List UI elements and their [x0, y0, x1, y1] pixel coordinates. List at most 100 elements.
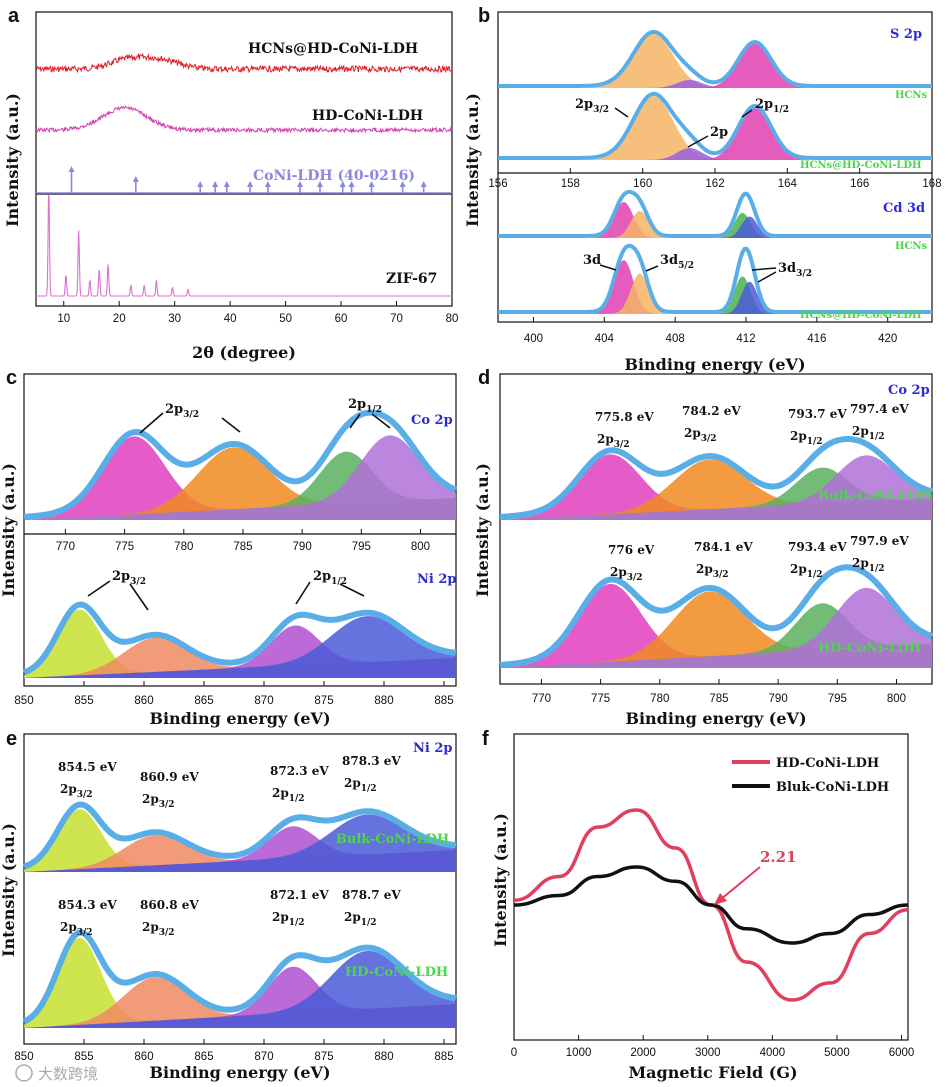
label-co-2p32: 2p3/2	[165, 402, 199, 420]
panel-a-x-ticks: 10 20 30 40 50 60 70 80	[57, 301, 458, 325]
s2p-hcns-envelope	[498, 29, 932, 88]
label-co-2p12-main: 2p	[348, 397, 366, 412]
s2p32-arrow	[614, 107, 629, 118]
e-bulk-peak-label-sub: 1/2	[289, 794, 305, 804]
e-bulk-peak-label-sub: 1/2	[361, 784, 377, 794]
panel-d-letter: d	[478, 367, 490, 389]
panel-d-frame	[499, 373, 933, 685]
ref-peak-arrowhead	[316, 181, 323, 187]
trace-label-hcns-hd-coni-ldh: HCNs@HD-CoNi-LDH	[248, 41, 418, 57]
ni2p-arrow-1	[129, 583, 149, 611]
s2p-hcns-component-0	[498, 34, 932, 88]
d-hd-peak-label: 2p1/2	[852, 556, 885, 574]
label-cd-3d: 3d	[583, 253, 601, 268]
legend-label-hd: HD-CoNi-LDH	[776, 756, 879, 771]
d-x-tick-label: 780	[650, 693, 669, 705]
label-ni-2p12: 2p1/2	[313, 569, 347, 587]
panel-a-traces	[35, 52, 453, 297]
label-cd-3d32: 3d3/2	[778, 261, 812, 279]
e-hd-peak-label: 2p1/2	[272, 910, 305, 928]
label-co-2p12: 2p1/2	[348, 397, 382, 415]
ref-peak-arrowhead	[212, 181, 219, 187]
b-top-x-tick-label: 156	[488, 178, 507, 190]
e-bulk-peak-label-main: 2p	[60, 782, 77, 796]
co2p-arrow-3	[371, 413, 391, 429]
panel-b-element-s2p: S 2p	[890, 27, 922, 42]
s2p-arrow	[687, 135, 709, 148]
label-s-2p12-sub: 1/2	[773, 105, 789, 115]
c-bot-x-tick-label: 855	[74, 695, 93, 707]
e-x-tick-label: 865	[194, 1051, 213, 1063]
ref-peak-arrowhead	[399, 181, 406, 187]
panel-d-ylabel: Intensity (a.u.)	[473, 463, 492, 597]
e-hd-component-3	[24, 950, 456, 1028]
label-ni-2p32-main: 2p	[112, 569, 130, 584]
label-s-2p12: 2p1/2	[755, 97, 789, 115]
panel-c-ni2p-spectrum	[22, 580, 457, 678]
panel-b-sample-hcns-hd-bottom: HCNs@HD-CoNi-LDH	[800, 310, 922, 321]
panel-b-cd3d-spectra	[498, 189, 932, 314]
ref-peak-arrowhead	[68, 166, 75, 172]
a-x-tick-label: 40	[224, 313, 237, 325]
d-hd-peak-label: 2p3/2	[696, 562, 729, 580]
panel-c-ylabel: Intensity (a.u.)	[0, 463, 18, 597]
trace-label-hd-coni-ldh: HD-CoNi-LDH	[312, 108, 423, 124]
d-bulk-peak-label-sub: 1/2	[869, 432, 885, 442]
d-hd-peak-label-sub: 3/2	[627, 573, 643, 583]
e-hd-peak-ev: 854.3 eV	[58, 898, 117, 912]
c-top-x-tick-label: 800	[411, 541, 430, 553]
f-annotation-arrow	[719, 866, 761, 901]
d-hd-component-1	[500, 591, 932, 668]
e-hd-peak-label-main: 2p	[60, 920, 77, 934]
e-hd-envelope	[22, 929, 457, 1025]
c-bot-x-tick-label: 850	[14, 695, 33, 707]
d-hd-component-3	[500, 587, 932, 668]
e-x-tick-label: 855	[74, 1051, 93, 1063]
e-bulk-peak-label: 2p1/2	[344, 776, 377, 794]
d-bulk-peak-label: 2p3/2	[684, 426, 717, 444]
e-bulk-peak-ev: 878.3 eV	[342, 754, 401, 768]
e-bulk-peak-label-main: 2p	[344, 776, 361, 790]
cd3d-hcns-hd-component-0	[498, 260, 932, 314]
d-bulk-peak-ev: 784.2 eV	[682, 404, 741, 418]
a-x-tick-label: 10	[57, 313, 70, 325]
c-top-x-tick-label: 785	[233, 541, 252, 553]
e-hd-peak-label-sub: 3/2	[159, 928, 175, 938]
label-ni-2p12-sub: 1/2	[331, 577, 347, 587]
e-x-tick-label: 885	[434, 1051, 453, 1063]
ref-peak-arrowhead	[368, 181, 375, 187]
d-hd-peak-label-sub: 1/2	[807, 570, 823, 580]
e-hd-peak-label: 2p3/2	[142, 920, 175, 938]
panel-e-element: Ni 2p	[413, 741, 452, 756]
label-cd-3d52-sub: 5/2	[678, 261, 694, 271]
b-top-x-tick-label: 162	[705, 178, 724, 190]
b-bot-x-tick-label: 400	[524, 333, 543, 345]
panel-c-co2p-spectrum	[23, 409, 457, 520]
a-x-tick-label: 30	[168, 313, 181, 325]
d-bulk-peak-label: 2p1/2	[790, 429, 823, 447]
panel-a-frame	[35, 11, 453, 307]
d-hd-peak-label-main: 2p	[790, 562, 807, 576]
cd3d-hcns-component-0	[498, 202, 932, 238]
e-bulk-peak-label-main: 2p	[142, 792, 159, 806]
d-hd-peak-label-main: 2p	[852, 556, 869, 570]
label-cd-3d32-sub: 3/2	[796, 269, 812, 279]
panel-f-letter: f	[482, 728, 489, 750]
c-top-x-tick-label: 795	[352, 541, 371, 553]
panel-f-curves	[513, 808, 909, 1002]
label-s-2p32: 2p3/2	[575, 97, 609, 115]
panel-b-xlabel: Binding energy (eV)	[624, 355, 805, 374]
cd3d-hcns-hd-envelope	[498, 243, 932, 314]
trace-zif-67	[36, 194, 452, 297]
d-x-tick-label: 775	[591, 693, 610, 705]
d-hd-peak-label-sub: 3/2	[713, 570, 729, 580]
panel-c-top-x-ticks: 770 775 780 785 790 795 800	[56, 529, 430, 553]
panel-c-element-co2p: Co 2p	[411, 413, 453, 428]
c-bot-x-tick-label: 885	[434, 695, 453, 707]
panel-c-xlabel: Binding energy (eV)	[149, 709, 330, 728]
label-ni-2p12-main: 2p	[313, 569, 331, 584]
panel-b-element-cd3d: Cd 3d	[883, 201, 925, 216]
